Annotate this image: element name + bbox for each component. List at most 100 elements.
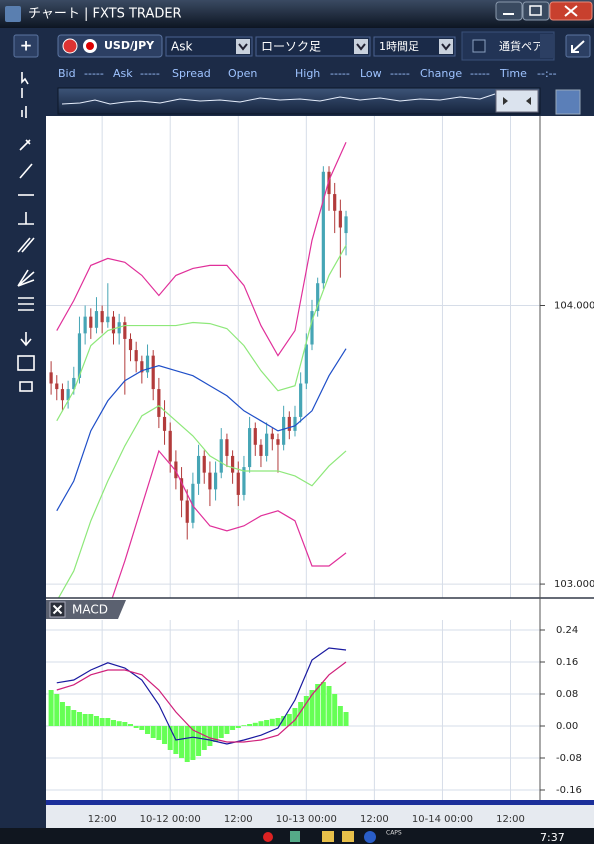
macd-histogram-bar <box>343 712 349 726</box>
quote-field: ----- <box>140 67 160 80</box>
candle-body <box>327 171 331 195</box>
candle-body <box>265 433 269 456</box>
candle-body <box>151 355 155 390</box>
candle-body <box>316 283 320 312</box>
timeframe-dropdown[interactable] <box>373 36 456 57</box>
macd-histogram-bar <box>150 726 156 738</box>
x-tick-label: 12:00 <box>360 814 389 825</box>
macd-histogram-bar <box>286 714 292 726</box>
y-tick-label: 0.00 <box>556 721 578 732</box>
candle-body <box>310 311 314 345</box>
indicator-line <box>57 405 347 598</box>
candle-body <box>230 455 235 473</box>
quote-field: Open <box>228 67 257 80</box>
chart-style-value: ローソク足 <box>261 40 321 54</box>
tray-icon[interactable] <box>263 832 273 842</box>
macd-histogram-bar <box>116 721 122 726</box>
y-tick-label: 103.000 <box>554 579 594 590</box>
macd-histogram-bar <box>133 726 139 728</box>
navigator-button[interactable] <box>555 89 581 115</box>
candle-body <box>55 383 59 390</box>
candle-body <box>236 472 240 495</box>
macd-histogram-bar <box>65 706 71 726</box>
candle-body <box>304 344 308 384</box>
timeframe-value: 1時間足 <box>379 40 419 53</box>
macd-histogram-bar <box>207 726 213 746</box>
indicator-line <box>56 348 347 512</box>
macd-histogram-bar <box>145 726 151 734</box>
symbol-button[interactable] <box>57 34 163 58</box>
quote-field: ----- <box>330 67 350 80</box>
candle-body <box>299 383 303 417</box>
macd-pane <box>48 647 349 762</box>
tray-icon[interactable] <box>290 831 300 842</box>
candle-body <box>66 389 70 401</box>
candle-body <box>111 316 116 334</box>
macd-histogram-bar <box>235 726 241 728</box>
navigator-sparkline <box>61 93 496 105</box>
macd-histogram-bar <box>281 716 287 726</box>
candle-body <box>248 428 252 468</box>
candle-body <box>208 472 212 490</box>
chart-style-dropdown[interactable] <box>255 36 371 57</box>
macd-histogram-bar <box>213 726 219 742</box>
candle-body <box>270 433 274 440</box>
candle-body <box>72 377 76 390</box>
macd-histogram-bar <box>71 710 77 726</box>
macd-histogram-bar <box>230 726 236 730</box>
y-tick-label: -0.16 <box>556 785 582 796</box>
macd-histogram-bar <box>326 686 332 726</box>
tray-icon[interactable] <box>342 831 354 842</box>
quote-field: Bid <box>58 67 76 80</box>
macd-histogram-bar <box>139 726 145 730</box>
macd-histogram-bar <box>201 726 207 750</box>
navigator[interactable] <box>57 87 541 115</box>
macd-histogram-bar <box>315 684 321 726</box>
macd-histogram-bar <box>99 718 105 726</box>
tray-icon[interactable] <box>364 831 376 843</box>
macd-histogram-bar <box>76 712 82 726</box>
candle-body <box>213 472 218 490</box>
macd-histogram-bar <box>110 720 116 726</box>
quote-field: Low <box>360 67 382 80</box>
pair-clip: 通貨ペア <box>499 39 540 53</box>
candle-body <box>179 478 184 501</box>
macd-histogram-bar <box>303 696 309 726</box>
indicator-line <box>56 661 347 743</box>
tool-icons <box>17 72 35 392</box>
macd-title: MACD <box>72 603 108 617</box>
price-side-dropdown[interactable] <box>165 36 253 57</box>
navigator-scroll[interactable] <box>495 89 539 113</box>
add-button[interactable] <box>13 34 39 58</box>
macd-histogram-bar <box>309 690 315 726</box>
macd-histogram-bar <box>298 702 304 726</box>
x-tick-label: 12:00 <box>224 814 253 825</box>
candle-body <box>89 316 93 328</box>
candle-body <box>128 338 133 351</box>
quote-field: Change <box>420 67 462 80</box>
macd-histogram-bar <box>252 722 258 726</box>
candle-body <box>225 439 229 456</box>
tray-icon[interactable] <box>322 831 334 842</box>
minimize-button[interactable] <box>495 1 523 21</box>
time-axis <box>46 805 594 828</box>
macd-histogram-bar <box>88 714 94 726</box>
quote-field: ----- <box>84 67 104 80</box>
macd-histogram-bar <box>162 726 168 744</box>
candle-body <box>338 210 342 228</box>
time-axis-bar <box>46 800 594 805</box>
macd-histogram-bar <box>190 726 196 760</box>
candle-body <box>196 455 201 484</box>
clock: 7:37 <box>540 831 565 844</box>
candle-body <box>282 416 286 445</box>
candle-body <box>333 194 337 211</box>
candle-body <box>94 311 99 328</box>
indicator-line <box>56 245 347 422</box>
quote-bar <box>0 62 594 86</box>
candle-body <box>185 500 189 523</box>
pair-checkbox[interactable] <box>472 39 486 53</box>
maximize-button[interactable] <box>522 1 550 21</box>
macd-histogram-bar <box>196 726 202 756</box>
quote-field: ----- <box>390 67 410 80</box>
macd-histogram-bar <box>224 726 230 734</box>
